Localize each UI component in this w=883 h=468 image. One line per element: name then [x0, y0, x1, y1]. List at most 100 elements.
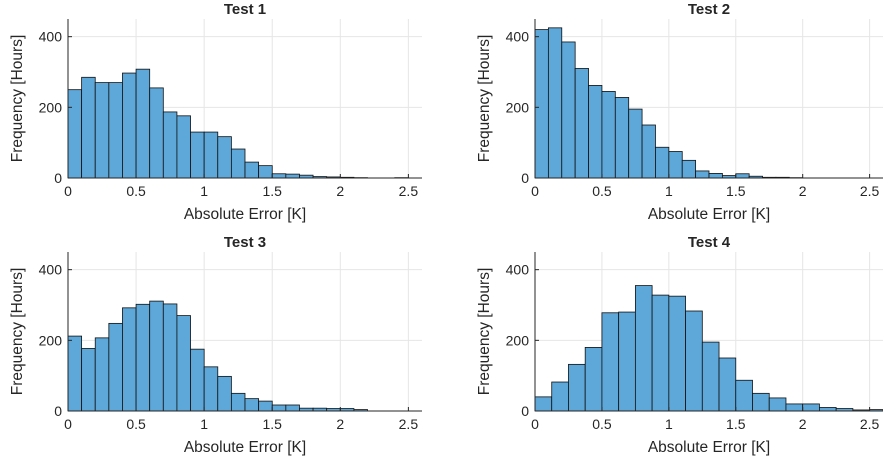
x-tick-label: 0 [64, 183, 72, 199]
x-tick-label: 2 [336, 416, 344, 432]
x-tick-label: 1 [665, 416, 673, 432]
histogram-bar [285, 404, 300, 412]
x-tick-label: 2.5 [860, 183, 880, 199]
histogram-bar [285, 173, 300, 179]
histogram-bar [735, 379, 753, 412]
chart-title: Test 2 [688, 1, 730, 18]
chart-panel-4: 0 0.5 1 1.5 2 2.5 0 200 400 Test 4 Absolute Error … [476, 234, 883, 456]
chart-panel-2: 0 0.5 1 1.5 2 2.5 0 200 400 Test 2 Absolute Error … [476, 1, 883, 223]
histogram-bar [768, 397, 787, 412]
x-axis-label: Absolute Error [K] [648, 206, 770, 223]
histogram-bar [668, 295, 686, 412]
histogram-bar [718, 357, 737, 412]
x-tick-label: 2 [336, 183, 344, 199]
histogram-bar [802, 403, 820, 412]
histogram-bar [547, 27, 563, 179]
x-tick-label: 1.5 [262, 183, 282, 199]
x-tick-label: 2.5 [860, 416, 880, 432]
histogram-bar [641, 124, 656, 179]
histogram-bar [708, 173, 723, 179]
histogram-bar [176, 315, 191, 412]
histogram-bar [244, 398, 260, 412]
histogram-bar [122, 72, 137, 179]
histogram-bar [588, 85, 603, 179]
histogram-bar [628, 108, 643, 179]
x-tick-label: 0 [64, 416, 72, 432]
y-tick-label: 200 [39, 332, 63, 348]
chart-title: Test 1 [224, 1, 266, 18]
histogram-bar [122, 307, 137, 412]
chart-panel-1: 0 0.5 1 1.5 2 2.5 0 200 400 Test 1 Absolute Error … [9, 1, 422, 223]
y-tick-label: 0 [521, 403, 529, 419]
histogram-bar [190, 348, 205, 412]
histogram-bar [601, 312, 620, 412]
x-axis-label: Absolute Error [K] [184, 206, 306, 223]
histogram-bar [67, 89, 83, 179]
histogram-bar [176, 115, 191, 179]
y-tick-label: 400 [506, 262, 530, 278]
histogram-bar [551, 381, 569, 412]
x-tick-label: 0.5 [592, 183, 612, 199]
x-tick-label: 2 [799, 416, 807, 432]
x-tick-label: 1 [665, 183, 673, 199]
histogram-bar [149, 87, 164, 179]
y-tick-label: 400 [39, 29, 63, 45]
y-tick-label: 200 [506, 99, 530, 115]
histogram-bar [614, 97, 630, 179]
histogram-bar [695, 170, 710, 179]
y-tick-label: 400 [506, 29, 530, 45]
histogram-bar [162, 111, 178, 179]
histogram-bar [108, 322, 123, 412]
histogram-bar [651, 294, 670, 412]
y-tick-label: 400 [39, 262, 63, 278]
histogram-bar [819, 407, 837, 412]
histogram-bar [135, 68, 151, 179]
histogram-bar [244, 161, 260, 179]
histogram-bar [258, 165, 273, 179]
x-tick-label: 0.5 [126, 183, 146, 199]
histogram-bar [534, 29, 549, 179]
x-tick-label: 0.5 [592, 416, 612, 432]
histogram-bar [574, 68, 589, 179]
y-tick-label: 0 [521, 170, 529, 186]
y-axis-label: Frequency [Hours] [476, 268, 493, 396]
x-tick-label: 0.5 [126, 416, 146, 432]
x-axis-label: Absolute Error [K] [184, 439, 306, 456]
x-tick-label: 2 [799, 183, 807, 199]
histogram-bar [67, 335, 83, 412]
y-axis-label: Frequency [Hours] [9, 35, 26, 163]
histogram-bar [108, 82, 123, 179]
histogram-bar [618, 311, 636, 412]
histogram-bar [203, 366, 219, 412]
histogram-bar [258, 400, 273, 412]
y-tick-label: 200 [39, 99, 63, 115]
histogram-bar [230, 148, 246, 179]
histogram-bar [785, 403, 804, 412]
histogram-bar [634, 285, 653, 412]
histogram-bar [561, 41, 576, 179]
histogram-bar [568, 363, 586, 412]
x-tick-label: 0 [531, 183, 539, 199]
histogram-bar [190, 131, 205, 179]
histogram-bar [668, 151, 683, 179]
histogram-bar [271, 404, 287, 412]
histogram-bar [135, 303, 151, 412]
chart-title: Test 4 [688, 234, 731, 251]
histogram-bar [230, 392, 246, 412]
histogram-bar [584, 346, 603, 412]
histogram-bar [681, 159, 697, 179]
y-tick-label: 200 [506, 332, 530, 348]
histogram-bar [94, 337, 110, 412]
chart-title: Test 3 [224, 234, 266, 251]
y-axis-label: Frequency [Hours] [476, 35, 493, 163]
histogram-bar [701, 341, 720, 412]
histogram-bar [534, 396, 553, 412]
x-tick-label: 1 [200, 183, 208, 199]
x-axis-label: Absolute Error [K] [648, 439, 770, 456]
histogram-bar [685, 310, 703, 412]
histogram-bar [149, 300, 164, 412]
histogram-bar [217, 136, 232, 179]
histogram-bar [735, 173, 750, 179]
x-tick-label: 2.5 [399, 416, 419, 432]
